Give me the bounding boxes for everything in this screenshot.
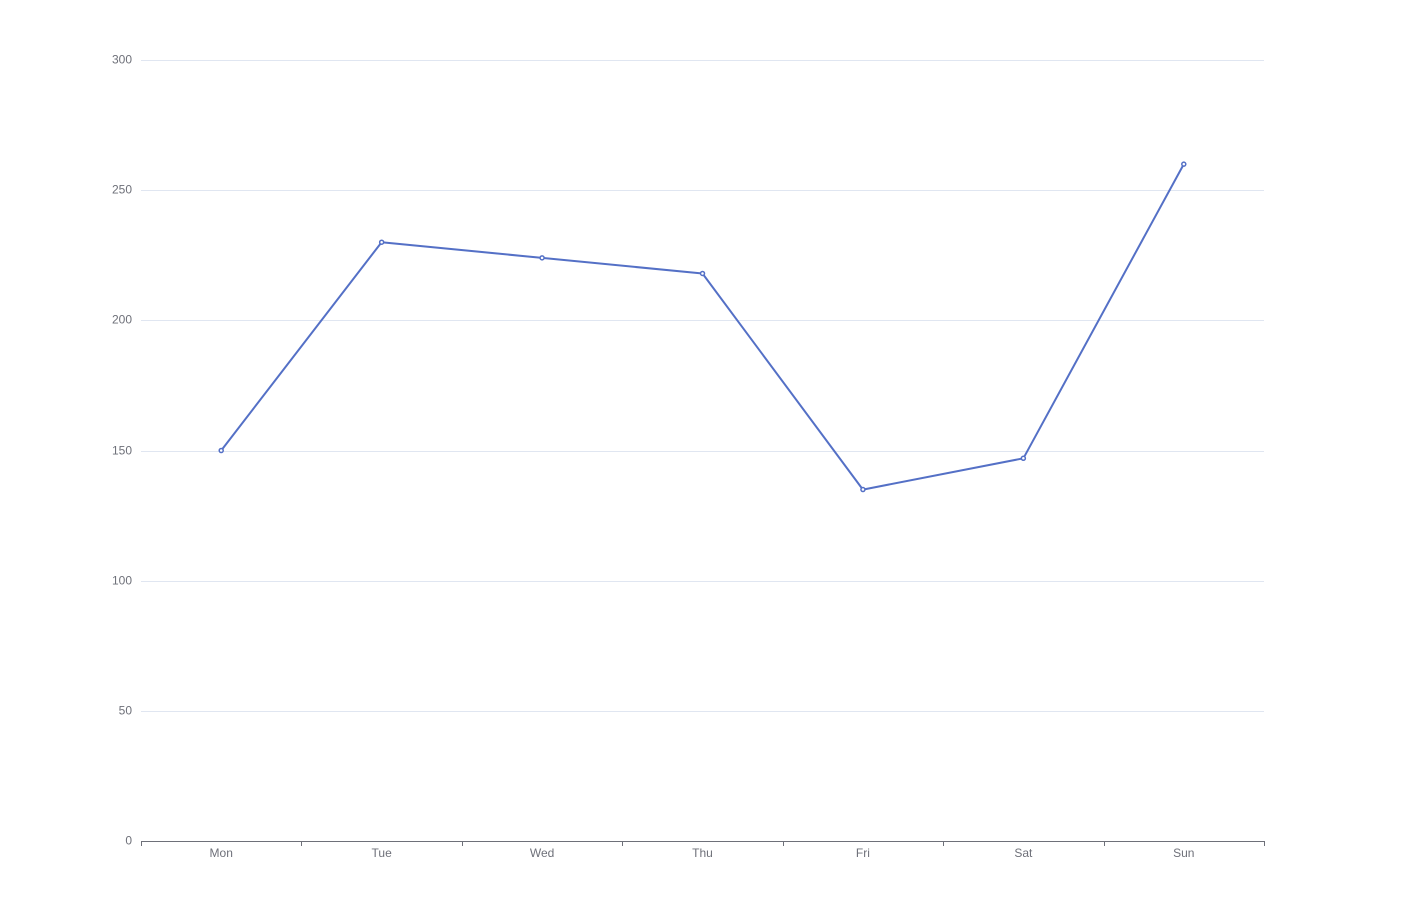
data-point[interactable] [860,486,866,493]
x-tick-label: Fri [856,846,870,860]
y-tick-label: 300 [112,53,132,67]
x-tick-label: Sat [1014,846,1033,860]
x-tick-label: Tue [372,846,393,860]
x-tick-label: Mon [210,846,233,860]
x-tick-label: Sun [1173,846,1194,860]
x-tick-label: Wed [530,846,554,860]
y-axis: 0 50 100 150 200 250 300 [112,53,132,848]
data-point[interactable] [1020,455,1027,462]
series-line [220,163,1185,491]
x-axis: Mon Tue Wed Thu Fri Sat Sun [141,841,1265,860]
series-layer [218,161,1187,493]
y-tick-label: 150 [112,444,132,458]
y-tick-label: 250 [112,183,132,197]
x-tick-label: Thu [692,846,713,860]
y-tick-label: 200 [112,313,132,327]
y-tick-label: 100 [112,574,132,588]
data-point[interactable] [539,255,545,261]
y-tick-label: 50 [119,704,133,718]
y-tick-label: 0 [125,834,132,848]
data-point[interactable] [1181,161,1187,167]
data-point[interactable] [218,447,224,454]
data-point[interactable] [378,239,385,245]
data-point[interactable] [699,270,706,277]
grid-lines [141,60,1264,712]
